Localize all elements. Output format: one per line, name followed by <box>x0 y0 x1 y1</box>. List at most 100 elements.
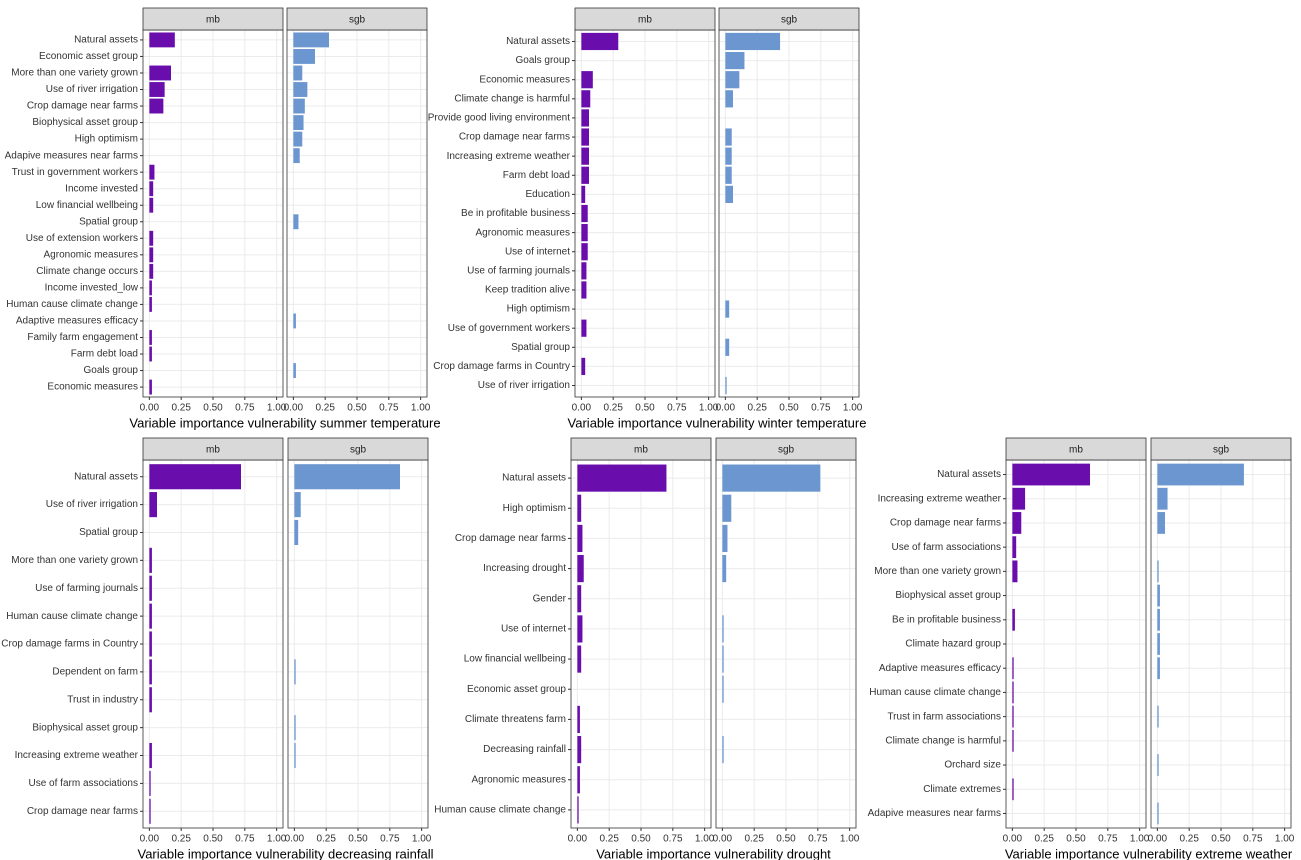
bar <box>294 492 301 518</box>
x-tick-label: 0.50 <box>347 403 367 414</box>
facet-strip <box>286 7 428 31</box>
x-tick-label: 0.50 <box>631 834 651 845</box>
bar <box>581 90 591 108</box>
bar <box>293 148 300 164</box>
bar <box>149 492 157 518</box>
x-tick-label: 0.25 <box>603 403 623 414</box>
x-axis-title: Variable importance vulnerability winter… <box>568 415 867 430</box>
facet-label: mb <box>634 445 648 456</box>
x-tick-label: 0.00 <box>1003 834 1023 845</box>
bar <box>581 224 588 242</box>
bar <box>581 166 589 184</box>
x-tick-label: 0.50 <box>635 403 655 414</box>
y-tick-label: Natural assets <box>502 473 566 484</box>
bar <box>577 555 584 583</box>
y-tick-label: Be in profitable business <box>892 614 1001 625</box>
bar <box>293 131 303 147</box>
bar <box>293 49 315 64</box>
bar <box>149 181 154 197</box>
facet-strip <box>574 7 716 31</box>
bar <box>581 32 619 51</box>
facet-label: sgb <box>781 15 798 26</box>
facet-strip <box>718 7 860 31</box>
y-tick-label: Trust in industry <box>67 694 138 705</box>
bar <box>581 185 586 203</box>
y-tick-label: Human cause climate change <box>434 805 566 816</box>
y-tick-label: Trust in government workers <box>12 167 138 178</box>
bar <box>577 766 580 794</box>
y-tick-label: Crop damage near farms <box>27 806 138 817</box>
y-tick-label: Use of government workers <box>448 323 570 334</box>
bar <box>149 346 152 362</box>
y-tick-label: Natural assets <box>937 469 1001 480</box>
x-axis-title: Variable importance vulnerability drough… <box>596 846 831 860</box>
x-tick-label: 0.00 <box>713 834 733 845</box>
facet-label: sgb <box>350 445 367 456</box>
y-tick-label: More than one variety grown <box>11 68 138 79</box>
bar <box>1157 584 1160 607</box>
bar <box>1012 705 1014 728</box>
bar <box>1157 560 1159 583</box>
bar <box>1157 633 1160 655</box>
bar <box>722 555 727 583</box>
y-tick-label: Crop damage farms in Country <box>433 361 570 372</box>
y-tick-label: Use of internet <box>505 246 570 257</box>
y-tick-label: Low financial wellbeing <box>36 200 138 211</box>
bar <box>725 166 732 184</box>
bar <box>581 281 587 299</box>
bar <box>577 464 667 492</box>
bar <box>722 736 724 764</box>
x-tick-label: 0.00 <box>572 403 592 414</box>
y-tick-label: Human cause climate change <box>869 687 1001 698</box>
bar <box>1012 608 1015 631</box>
bar <box>725 90 733 108</box>
x-tick-label: 0.50 <box>203 403 223 414</box>
bar <box>1157 608 1160 631</box>
bar <box>293 115 304 131</box>
x-tick-label: 0.25 <box>315 403 335 414</box>
x-tick-label: 0.25 <box>171 403 191 414</box>
bar <box>293 32 329 48</box>
y-tick-label: Agronomic measures <box>472 774 566 785</box>
y-tick-label: Use of farm associations <box>892 542 1002 553</box>
y-tick-label: Spatial group <box>79 216 138 227</box>
bar <box>722 524 728 552</box>
x-tick-label: 0.00 <box>568 834 588 845</box>
facet-label: mb <box>206 15 220 26</box>
bar <box>581 357 586 376</box>
bar <box>149 230 154 246</box>
x-tick-label: 1.00 <box>840 834 860 845</box>
facet-label: sgb <box>778 445 795 456</box>
bar <box>1012 729 1014 752</box>
bar <box>294 464 400 490</box>
bar <box>577 615 583 643</box>
bar <box>581 319 587 337</box>
x-tick-label: 0.50 <box>203 834 223 845</box>
x-tick-label: 0.75 <box>235 403 255 414</box>
bar <box>293 363 296 378</box>
bar <box>1012 681 1014 704</box>
bar <box>581 243 588 261</box>
y-tick-label: Climate change is harmful <box>885 735 1001 746</box>
bar <box>722 675 724 703</box>
y-tick-label: Increasing extreme weather <box>447 151 571 162</box>
x-tick-label: 0.75 <box>808 834 828 845</box>
bar <box>725 128 732 146</box>
x-tick-label: 0.75 <box>1098 834 1118 845</box>
y-tick-label: Spatial group <box>511 342 570 353</box>
x-tick-label: 0.75 <box>379 403 399 414</box>
bar <box>293 98 305 114</box>
x-tick-label: 1.00 <box>1130 834 1150 845</box>
bar <box>577 585 582 613</box>
bar <box>294 659 296 685</box>
x-tick-label: 0.75 <box>663 834 683 845</box>
y-tick-label: Use of river irrigation <box>46 499 138 510</box>
bar <box>149 164 155 180</box>
bar <box>1012 657 1014 680</box>
y-tick-label: Natural assets <box>74 471 138 482</box>
y-tick-label: Increasing extreme weather <box>878 493 1002 504</box>
facet-label: sgb <box>1213 445 1230 456</box>
x-tick-label: 1.00 <box>267 403 287 414</box>
y-tick-label: Human cause climate change <box>6 611 138 622</box>
